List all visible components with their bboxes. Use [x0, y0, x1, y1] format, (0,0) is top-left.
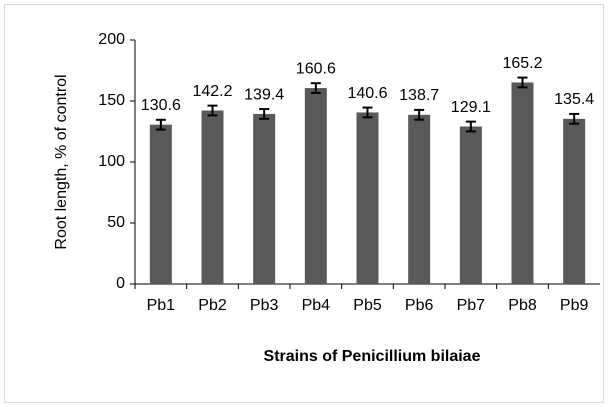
data-label: 160.6 — [296, 60, 336, 77]
bar — [511, 82, 534, 285]
y-tick-label: 150 — [98, 92, 125, 109]
x-axis-title: Strains of Penicillium bilaiae — [264, 348, 481, 365]
bar — [408, 114, 431, 284]
data-label: 129.1 — [451, 99, 491, 116]
data-label: 140.6 — [347, 85, 387, 102]
data-label: 142.2 — [192, 83, 232, 100]
bar — [253, 113, 276, 284]
bar — [563, 118, 586, 284]
data-label: 139.4 — [244, 86, 284, 103]
x-tick-label: Pb9 — [560, 297, 589, 314]
x-tick-label: Pb7 — [457, 297, 486, 314]
bar — [459, 126, 482, 284]
data-label: 138.7 — [399, 87, 439, 104]
data-label: 130.6 — [141, 97, 181, 114]
bar — [304, 88, 327, 285]
x-tick-label: Pb2 — [198, 297, 227, 314]
y-tick-label: 0 — [116, 275, 125, 292]
x-tick-label: Pb3 — [250, 297, 279, 314]
y-tick-label: 200 — [98, 31, 125, 48]
bar — [149, 124, 172, 284]
bar — [201, 110, 224, 285]
x-tick-label: Pb8 — [508, 297, 537, 314]
y-tick-label: 50 — [107, 214, 125, 231]
chart-frame — [4, 4, 604, 403]
x-tick-label: Pb6 — [405, 297, 434, 314]
y-tick-label: 100 — [98, 153, 125, 170]
y-axis-title: Root length, % of control — [53, 74, 70, 249]
data-label: 135.4 — [554, 91, 594, 108]
x-tick-label: Pb5 — [353, 297, 382, 314]
x-tick-label: Pb1 — [147, 297, 176, 314]
data-label: 165.2 — [502, 55, 542, 72]
x-tick-label: Pb4 — [302, 297, 331, 314]
bar — [356, 112, 379, 284]
